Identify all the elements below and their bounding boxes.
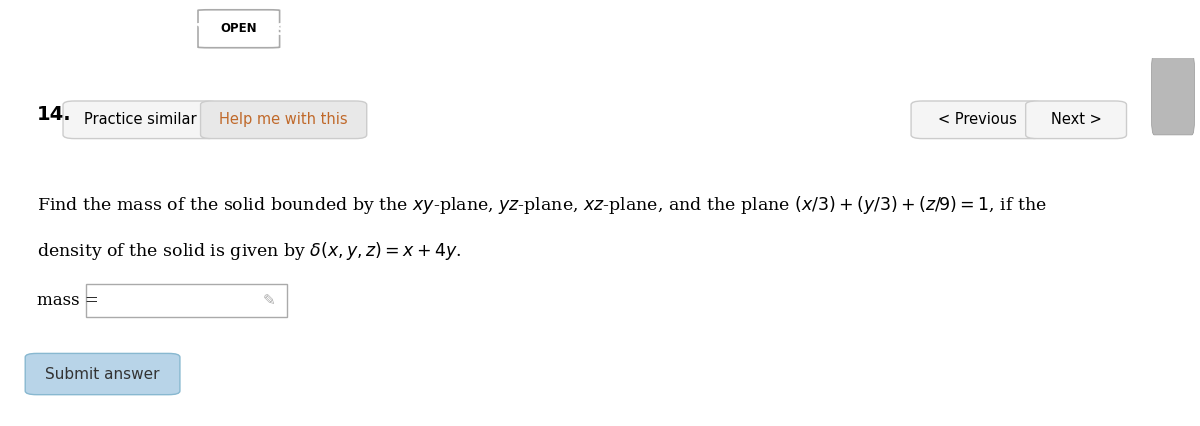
Text: Practice similar: Practice similar xyxy=(84,112,197,127)
Text: Next >: Next > xyxy=(1051,112,1102,127)
FancyBboxPatch shape xyxy=(64,101,217,138)
Text: due.: due. xyxy=(1176,22,1200,36)
FancyBboxPatch shape xyxy=(1152,54,1194,135)
FancyBboxPatch shape xyxy=(86,285,287,317)
Text: Find the mass of the solid bounded by the $\mathit{xy}$-plane, $\mathit{yz}$-pla: Find the mass of the solid bounded by th… xyxy=(37,194,1046,216)
Text: Turned in automatically when: Turned in automatically when xyxy=(964,22,1174,36)
FancyBboxPatch shape xyxy=(198,10,280,48)
Text: density of the solid is given by $\delta(x, y, z) = x + 4y$.: density of the solid is given by $\delta… xyxy=(37,240,461,262)
Text: Submit answer: Submit answer xyxy=(46,366,160,382)
Text: 11.7 Triple Integrals: 11.7 Triple Integrals xyxy=(50,19,288,39)
FancyBboxPatch shape xyxy=(25,354,180,394)
Text: ✎: ✎ xyxy=(263,293,275,308)
Text: Help me with this: Help me with this xyxy=(220,112,348,127)
FancyBboxPatch shape xyxy=(911,101,1043,138)
FancyBboxPatch shape xyxy=(200,101,367,138)
FancyBboxPatch shape xyxy=(1026,101,1127,138)
Text: mass =: mass = xyxy=(37,292,98,309)
Text: OPEN: OPEN xyxy=(221,22,257,35)
Text: < Previous: < Previous xyxy=(937,112,1016,127)
Text: due.: due. xyxy=(1176,22,1200,36)
Text: 14.: 14. xyxy=(37,105,71,124)
